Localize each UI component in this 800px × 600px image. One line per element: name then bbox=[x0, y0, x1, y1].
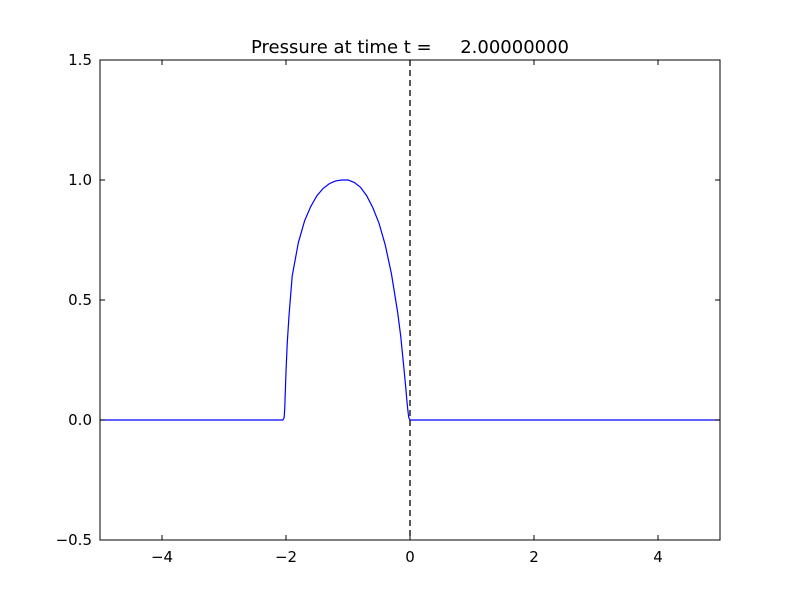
x-tick-label: −4 bbox=[151, 548, 173, 566]
pressure-series-line bbox=[100, 179, 720, 421]
axis-ticks: −4 −2 0 2 4 −0.5 0.0 0.5 1.0 1.5 bbox=[56, 51, 720, 566]
y-tick-label: 1.5 bbox=[68, 51, 92, 69]
y-tick-label: 0.0 bbox=[68, 411, 92, 429]
y-tick-label: −0.5 bbox=[56, 531, 92, 549]
y-tick-label: 1.0 bbox=[68, 171, 92, 189]
x-tick-label: 4 bbox=[653, 548, 663, 566]
chart-title: Pressure at time t = 2.00000000 bbox=[251, 37, 569, 58]
x-tick-label: 0 bbox=[405, 548, 415, 566]
x-tick-label: 2 bbox=[529, 548, 539, 566]
plot-area bbox=[99, 59, 721, 541]
y-tick-label: 0.5 bbox=[68, 291, 92, 309]
x-tick-label: −2 bbox=[275, 548, 297, 566]
